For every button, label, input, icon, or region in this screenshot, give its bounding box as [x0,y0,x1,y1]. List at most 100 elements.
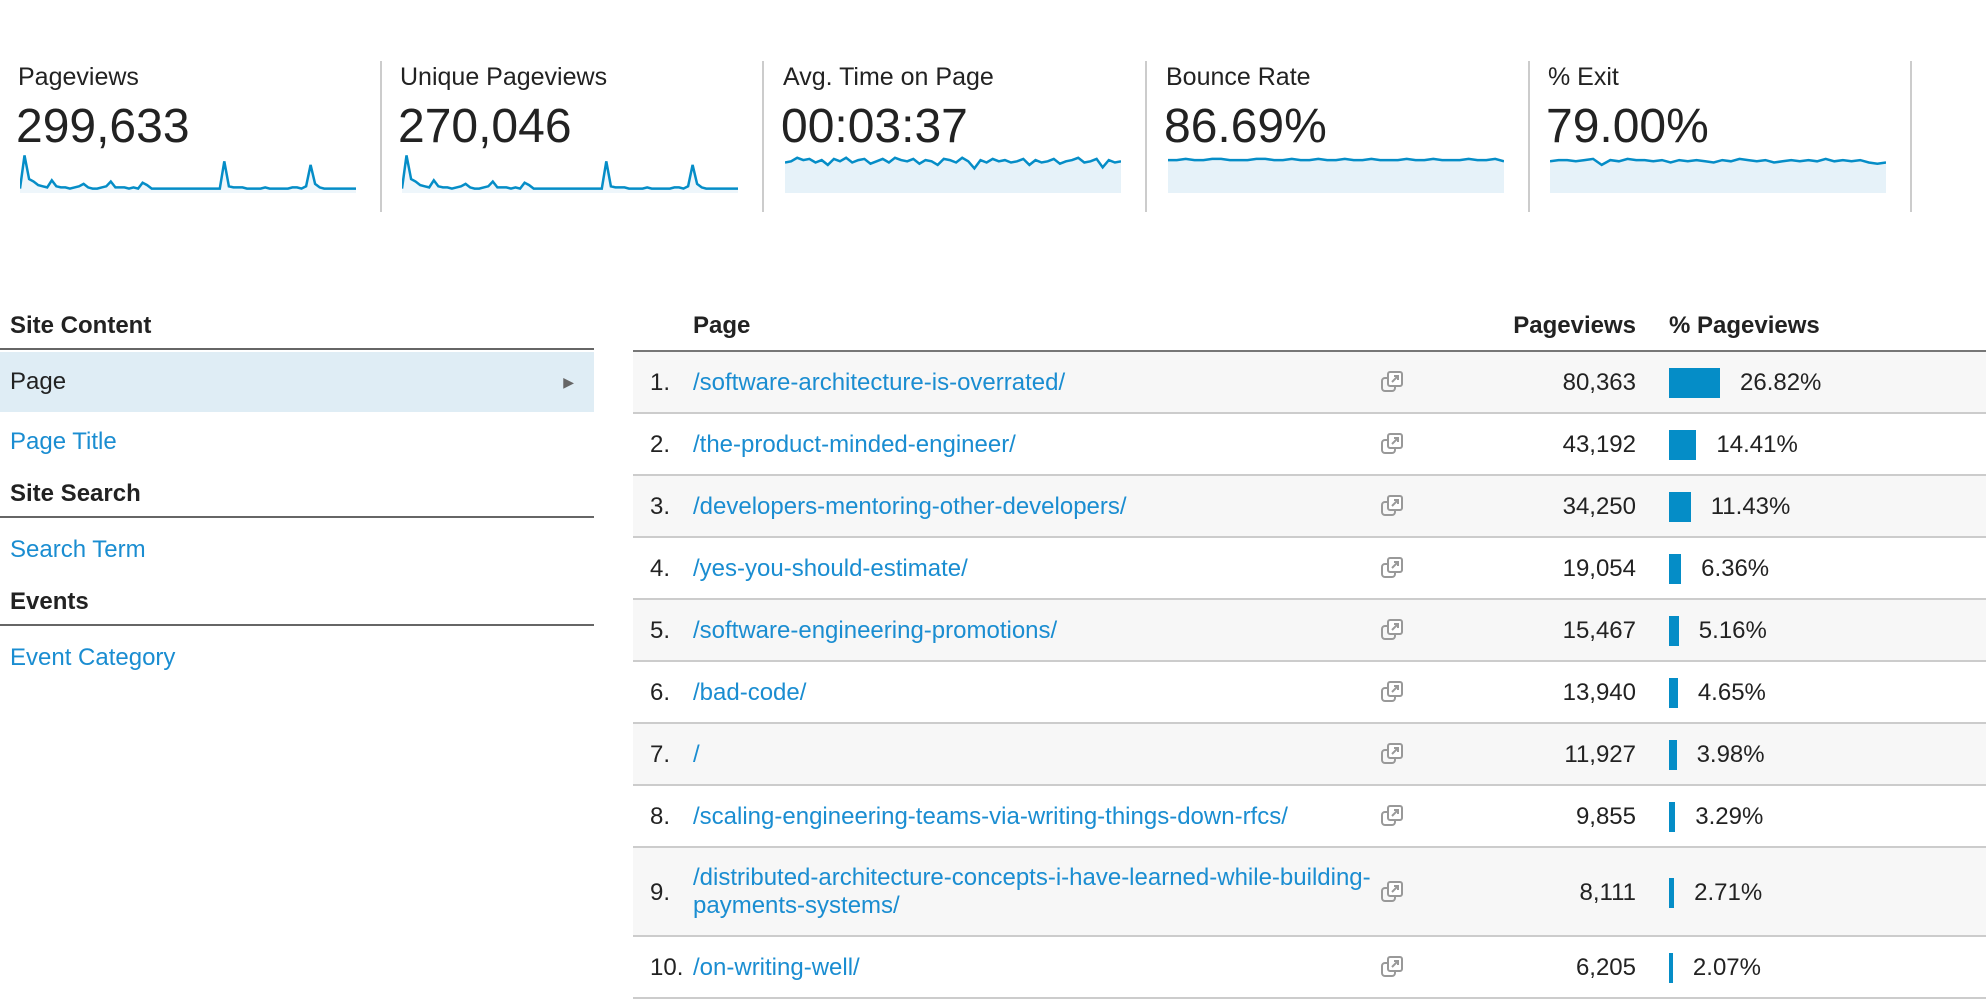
pct-bar [1669,877,1675,908]
metric-unique-pageviews[interactable]: Unique Pageviews 270,046 [382,61,764,212]
pct-value: 2.07% [1692,954,1761,981]
pct-bar [1669,678,1678,708]
page-link[interactable]: /bad-code/ [693,679,807,706]
open-in-new-window-icon[interactable] [1380,955,1404,979]
pageviews-value: 43,192 [1562,431,1636,458]
sparkline-line [402,155,738,191]
open-in-new-window-icon[interactable] [1380,804,1404,828]
page-link[interactable]: /the-product-minded-engineer/ [693,431,1016,458]
sparkline [20,155,356,193]
table-row: 1. /software-architecture-is-overrated/ … [633,352,1986,414]
sparkline-area [785,157,1121,193]
metric-label: Unique Pageviews [400,63,608,91]
pct-bar [1669,616,1679,646]
metric-exit[interactable]: % Exit 79.00% [1530,61,1912,212]
metric-avg-time-on-page[interactable]: Avg. Time on Page 00:03:37 [765,61,1147,212]
page-link[interactable]: /scaling-engineering-teams-via-writing-t… [693,803,1288,830]
sparkline-line [20,155,356,191]
open-in-new-window-icon[interactable] [1380,556,1404,580]
section-site-content: Site Content [0,312,594,350]
pct-bar [1669,740,1677,770]
table-row: 10. /on-writing-well/ 6,205 2.07% [633,937,1986,999]
pct-value: 3.29% [1695,803,1764,830]
open-in-new-window-icon[interactable] [1380,370,1404,394]
row-index: 4. [650,555,671,582]
pct-bar [1669,953,1673,983]
table-row: 2. /the-product-minded-engineer/ 43,192 … [633,414,1986,476]
pageviews-value: 8,111 [1579,878,1637,906]
metric-label: % Exit [1548,63,1619,91]
row-index: 5. [650,617,671,644]
metric-label: Bounce Rate [1166,63,1311,91]
table-row: 9. /distributed-architecture-concepts-i-… [633,848,1986,937]
metric-value: 299,633 [16,100,190,153]
row-index: 2. [650,431,671,458]
row-index: 10. [650,954,684,981]
pct-bar [1669,554,1682,584]
row-index: 1. [650,369,671,396]
row-index: 8. [650,803,671,830]
sidebar-item-label: Search Term [10,536,146,563]
sparkline-area [1550,158,1886,193]
pct-value: 4.65% [1697,679,1766,706]
pageviews-value: 15,467 [1562,617,1636,644]
open-in-new-window-icon[interactable] [1380,432,1404,456]
table-row: 4. /yes-you-should-estimate/ 19,054 6.36… [633,538,1986,600]
open-in-new-window-icon[interactable] [1380,680,1404,704]
table-row: 8. /scaling-engineering-teams-via-writin… [633,786,1986,848]
pct-bar [1669,368,1720,398]
header-page[interactable]: Page [693,312,751,339]
pageviews-value: 19,054 [1562,555,1636,582]
sidebar-item-label: Page Title [10,428,117,455]
pct-value: 11.43% [1710,493,1791,520]
open-in-new-window-icon[interactable] [1380,880,1404,904]
header-pageviews[interactable]: Pageviews [1513,312,1636,339]
metric-bounce-rate[interactable]: Bounce Rate 86.69% [1148,61,1530,212]
pct-value: 6.36% [1701,555,1770,582]
sparkline-line [1550,157,1886,167]
sparkline [1168,157,1504,193]
open-in-new-window-icon[interactable] [1380,494,1404,518]
pct-bar [1669,802,1676,832]
pageviews-value: 11,927 [1564,741,1636,768]
metric-value: 86.69% [1164,100,1327,153]
metric-pageviews[interactable]: Pageviews 299,633 [0,61,382,212]
pageviews-value: 13,940 [1562,679,1636,706]
pct-bar [1669,430,1697,460]
sparkline-area [1168,158,1504,193]
metric-label: Avg. Time on Page [783,63,994,91]
pct-value: 26.82% [1740,369,1822,396]
sidebar-item-page[interactable]: Page ▶ [0,352,594,412]
table-row: 6. /bad-code/ 13,940 4.65% [633,662,1986,724]
sparkline [785,156,1121,193]
sparkline-line [1168,157,1504,163]
sidebar-item-search-term[interactable]: Search Term [0,520,594,580]
table-row: 5. /software-engineering-promotions/ 15,… [633,600,1986,662]
sidebar-item-page-title[interactable]: Page Title [0,412,594,472]
page-link[interactable]: /yes-you-should-estimate/ [693,555,968,582]
table-row: 7. / 11,927 3.98% [633,724,1986,786]
sidebar-item-label: Page [10,368,67,395]
metric-value: 270,046 [398,100,572,153]
sparkline [1550,157,1886,193]
section-site-search: Site Search [0,480,594,518]
section-events: Events [0,588,594,626]
table-row: 3. /developers-mentoring-other-developer… [633,476,1986,538]
header-pct-pageviews[interactable]: % Pageviews [1669,312,1820,339]
pageviews-value: 6,205 [1575,954,1636,981]
sparkline [402,155,738,193]
pct-value: 3.98% [1696,741,1765,768]
row-index: 3. [650,493,671,520]
open-in-new-window-icon[interactable] [1380,742,1404,766]
row-index: 9. [650,878,671,906]
pct-bar [1669,492,1691,522]
sidebar-item-event-category[interactable]: Event Category [0,628,594,688]
row-index: 7. [650,741,671,768]
page-link[interactable]: /software-architecture-is-overrated/ [693,369,1066,396]
page-link[interactable]: / [693,741,700,768]
page-link[interactable]: /distributed-architecture-concepts-i-hav… [693,863,1371,919]
open-in-new-window-icon[interactable] [1380,618,1404,642]
page-link[interactable]: /on-writing-well/ [693,954,860,981]
page-link[interactable]: /developers-mentoring-other-developers/ [693,493,1127,520]
page-link[interactable]: /software-engineering-promotions/ [693,617,1058,644]
